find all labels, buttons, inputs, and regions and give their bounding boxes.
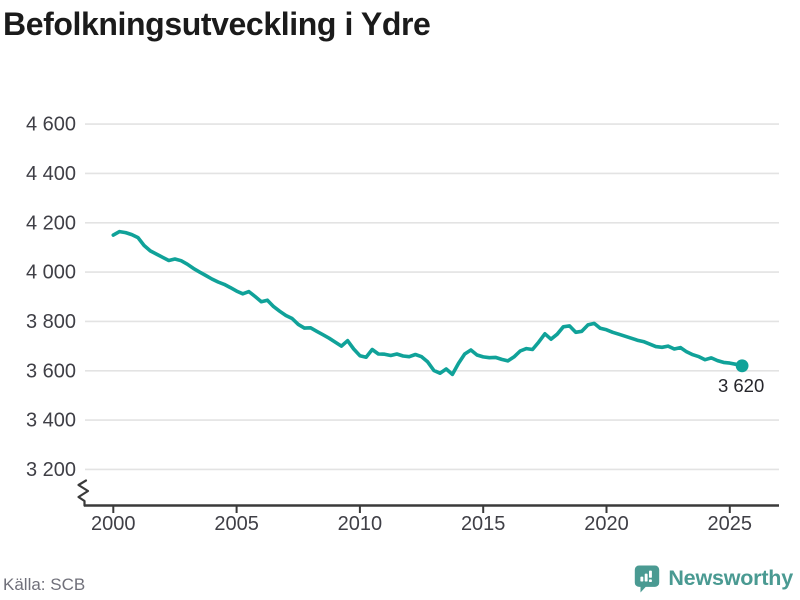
axes-layer: 2000 2005 2010 2015 2020 2025 xyxy=(84,504,779,535)
gridlines-layer: 4 600 4 400 4 200 4 000 3 800 3 600 3 400 3 200 xyxy=(26,114,779,481)
x-axis-tick-label: 2015 xyxy=(461,513,506,535)
population-line xyxy=(111,229,744,377)
y-axis-tick-label: 4 400 xyxy=(26,163,76,185)
source-note: Källa: SCB xyxy=(3,575,86,594)
end-point-dot xyxy=(735,359,749,373)
x-axis-tick-label: 2000 xyxy=(91,513,136,535)
chart-title: Befolkningsutveckling i Ydre xyxy=(3,6,431,42)
y-axis-tick-label: 3 800 xyxy=(26,311,76,333)
y-axis-tick-label: 4 200 xyxy=(26,212,76,234)
end-point-value-label: 3 620 xyxy=(718,375,764,396)
x-axis-tick-label: 2005 xyxy=(214,513,259,535)
series-layer: 3 620 xyxy=(111,229,764,396)
newsworthy-wordmark: Newsworthy xyxy=(668,566,793,590)
newsworthy-chart-bubble-icon xyxy=(635,565,660,593)
y-axis-tick-label: 3 600 xyxy=(26,360,76,382)
x-axis-tick-label: 2020 xyxy=(584,513,629,535)
newsworthy-logo: Newsworthy xyxy=(633,564,793,593)
x-axis-tick-label: 2010 xyxy=(338,513,383,535)
y-axis-tick-label: 3 400 xyxy=(26,410,76,432)
x-axis-tick-label: 2025 xyxy=(708,513,753,535)
axis-break-icon xyxy=(77,479,90,507)
y-axis-tick-label: 3 200 xyxy=(26,459,76,481)
y-axis-tick-label: 4 600 xyxy=(26,114,76,136)
y-axis-tick-label: 4 000 xyxy=(26,262,76,284)
